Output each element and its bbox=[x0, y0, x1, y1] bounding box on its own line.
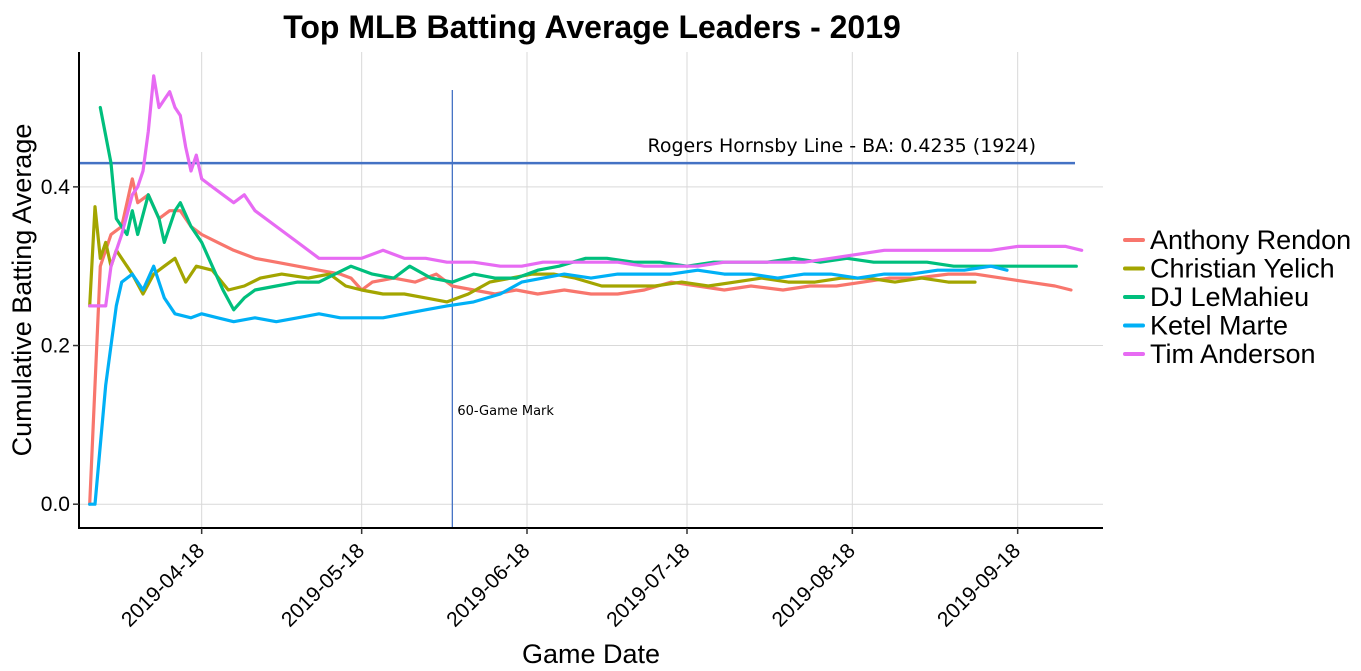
y-tick-label: 0.2 bbox=[41, 335, 70, 358]
y-tick-label: 0.0 bbox=[41, 493, 70, 516]
y-tick-label: 0.4 bbox=[41, 176, 71, 199]
sixty-game-mark-label: 60-Game Mark bbox=[457, 404, 554, 419]
x-tick-label: 2019-06-18 bbox=[442, 539, 534, 631]
legend-label-dj-lemahieu: DJ LeMahieu bbox=[1150, 282, 1309, 312]
chart-title: Top MLB Batting Average Leaders - 2019 bbox=[283, 9, 901, 45]
x-tick-label: 2019-07-18 bbox=[602, 539, 694, 631]
series-line-anthony-rendon bbox=[88, 177, 1073, 506]
legend-label-christian-yelich: Christian Yelich bbox=[1150, 254, 1335, 284]
legend-label-tim-anderson: Tim Anderson bbox=[1150, 339, 1316, 369]
x-tick-label: 2019-08-18 bbox=[768, 539, 860, 631]
series-line-tim-anderson bbox=[88, 74, 1084, 308]
series-line-ketel-marte bbox=[88, 264, 1009, 506]
x-axis-title: Game Date bbox=[522, 639, 660, 669]
reference-lines: Rogers Hornsby Line - BA: 0.4235 (1924) 6… bbox=[79, 90, 1075, 528]
x-tick-label: 2019-09-18 bbox=[933, 539, 1025, 631]
x-tick-label: 2019-05-18 bbox=[277, 539, 369, 631]
legend-label-anthony-rendon: Anthony Rendon bbox=[1150, 225, 1351, 255]
series-lines bbox=[88, 74, 1084, 506]
series-line-christian-yelich bbox=[88, 205, 977, 308]
series-line-dj-lemahieu bbox=[98, 105, 1078, 312]
y-axis-title: Cumulative Batting Average bbox=[7, 124, 37, 457]
legend-label-ketel-marte: Ketel Marte bbox=[1150, 311, 1288, 341]
x-tick-label: 2019-04-18 bbox=[117, 539, 209, 631]
hornsby-line-label: Rogers Hornsby Line - BA: 0.4235 (1924) bbox=[647, 135, 1036, 157]
